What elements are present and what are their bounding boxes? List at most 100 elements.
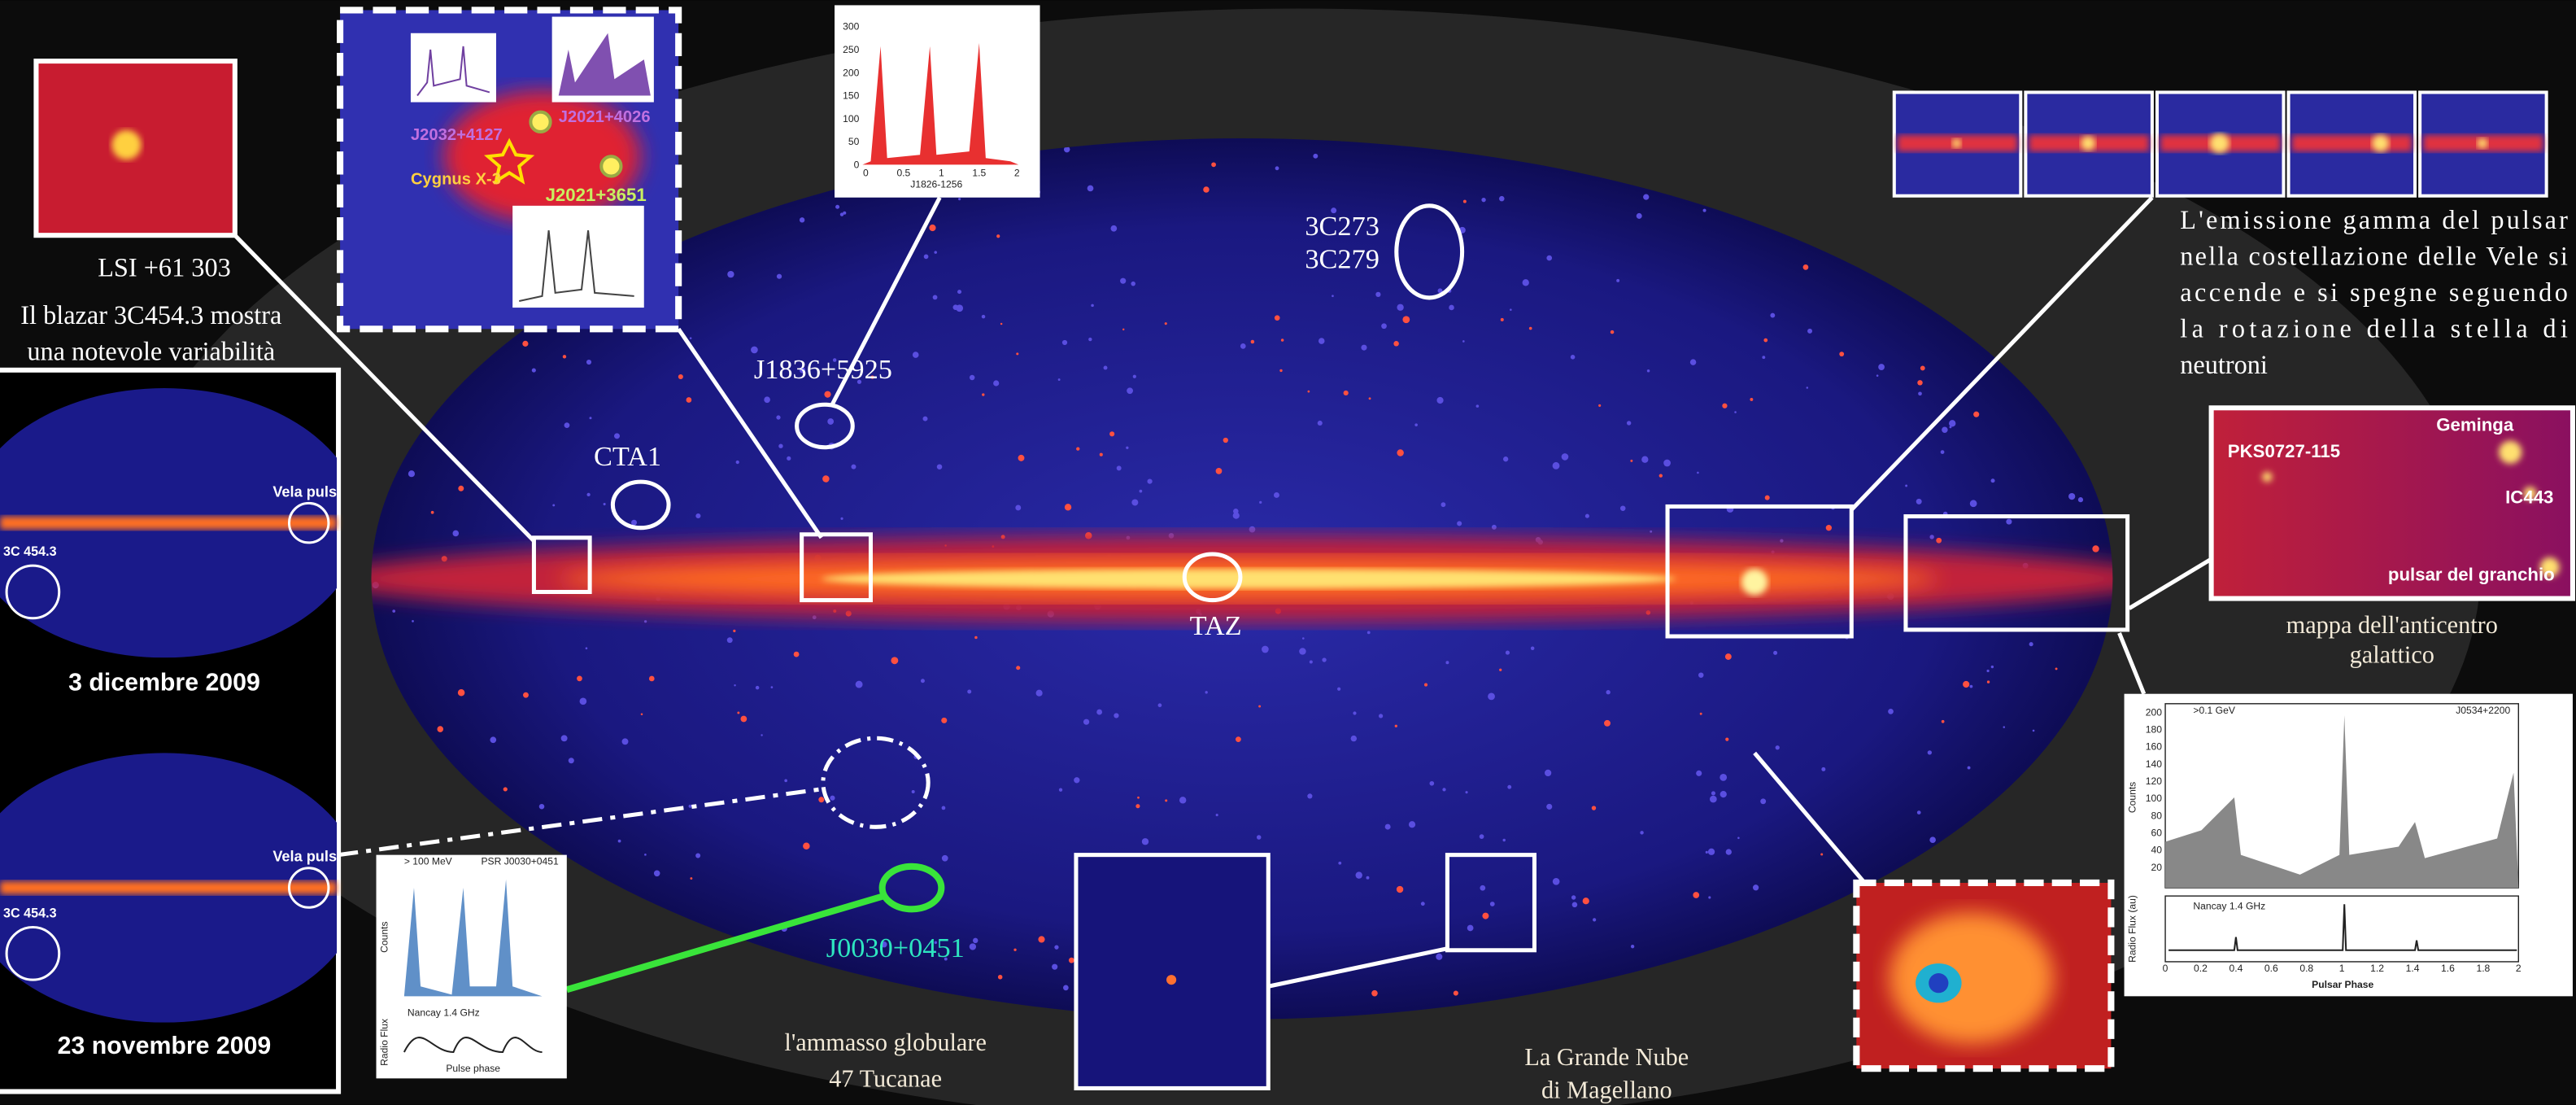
y-tick-label: 160 <box>2146 741 2162 753</box>
source <box>688 804 692 808</box>
source <box>1018 454 1025 461</box>
source <box>1223 437 1228 443</box>
y-tick-label: 200 <box>843 67 859 78</box>
sources <box>2262 440 2560 578</box>
source <box>1593 918 1597 922</box>
source <box>1355 871 1362 879</box>
source <box>392 609 396 613</box>
source <box>1099 452 1103 456</box>
source <box>1384 823 1391 830</box>
source <box>1307 793 1313 799</box>
source <box>1157 703 1162 708</box>
source <box>1074 777 1080 784</box>
source <box>1088 337 1092 342</box>
source <box>1429 780 1435 786</box>
y-tick-label: 50 <box>848 136 860 147</box>
source <box>1702 208 1706 212</box>
source <box>1561 453 1569 461</box>
source <box>589 417 592 420</box>
source <box>1806 387 1809 389</box>
subplot-curve <box>558 33 651 96</box>
source <box>1941 719 1945 723</box>
source <box>1949 426 1952 429</box>
source <box>1063 146 1070 153</box>
x-tick-label: 1.8 <box>2476 963 2490 974</box>
source <box>586 492 591 497</box>
source <box>941 806 946 810</box>
source <box>437 726 444 732</box>
source <box>1122 328 1125 331</box>
source <box>1942 426 1948 434</box>
y-tick-label: 20 <box>2151 862 2163 873</box>
source <box>818 797 825 803</box>
source <box>1582 898 1589 905</box>
source <box>586 359 592 365</box>
source <box>843 211 847 215</box>
source <box>1371 989 1378 997</box>
x-tick-label: 1.2 <box>2370 963 2384 974</box>
source <box>776 415 781 420</box>
source <box>577 675 582 682</box>
source <box>1626 421 1632 426</box>
source <box>799 367 806 373</box>
x-tick-label: 0.8 <box>2299 963 2313 974</box>
source <box>944 957 948 961</box>
axis-label: Radio Flux (au) <box>2127 895 2138 963</box>
source <box>2032 729 2035 732</box>
axis-label: J1826-1256 <box>910 179 962 190</box>
source <box>1522 279 1529 286</box>
source <box>1528 326 1532 330</box>
j1826-plot <box>835 5 1040 198</box>
caption: l'ammasso globulare <box>784 1029 986 1056</box>
label: Geminga <box>2436 415 2514 435</box>
source <box>839 212 844 216</box>
source <box>851 464 856 470</box>
source <box>1366 876 1370 880</box>
y-tick-label: 250 <box>843 44 859 55</box>
source <box>1453 990 1458 996</box>
source <box>1773 650 1778 655</box>
source <box>1462 199 1467 203</box>
source <box>755 685 760 690</box>
caption-line: accende e si spegne seguendo <box>2180 277 2568 307</box>
source <box>934 251 937 254</box>
label: J0534+2200 <box>2456 705 2510 716</box>
label: J1836+5925 <box>754 354 892 385</box>
source <box>490 736 497 744</box>
light-curve <box>403 879 543 997</box>
source <box>855 680 863 688</box>
source <box>562 355 567 359</box>
x-tick-label: 0.5 <box>896 167 910 178</box>
source <box>958 198 961 201</box>
y-tick-label: 140 <box>2146 758 2162 770</box>
source <box>1619 505 1626 512</box>
subplot-curve <box>416 46 490 97</box>
axis-label: Counts <box>379 921 390 952</box>
source <box>1091 304 1094 308</box>
source <box>1489 902 1495 906</box>
source <box>827 418 835 425</box>
source <box>408 470 416 478</box>
source <box>1750 397 1754 401</box>
subplot-curve <box>519 230 634 302</box>
source <box>1552 461 1560 470</box>
source <box>835 204 840 209</box>
source <box>1986 680 1990 684</box>
ticks: 20 40 60 80 100 120 140 160 180 200 0 0.2 0.4 0.6 0.8 1… <box>2146 706 2522 974</box>
source <box>1584 513 1589 518</box>
source <box>1240 343 1246 349</box>
y-tick-label: 150 <box>843 90 859 102</box>
label: una notevole variabilità <box>27 337 275 366</box>
connector <box>565 893 885 994</box>
x-tick-label: 1.6 <box>2441 963 2455 974</box>
source <box>1402 316 1410 324</box>
source <box>1510 308 1512 311</box>
source <box>1083 718 1090 725</box>
source <box>1630 459 1633 462</box>
radio-curve <box>403 1037 543 1054</box>
box <box>1903 514 2130 632</box>
source <box>1301 637 1305 640</box>
source <box>1338 861 1342 865</box>
source <box>1279 369 1283 373</box>
